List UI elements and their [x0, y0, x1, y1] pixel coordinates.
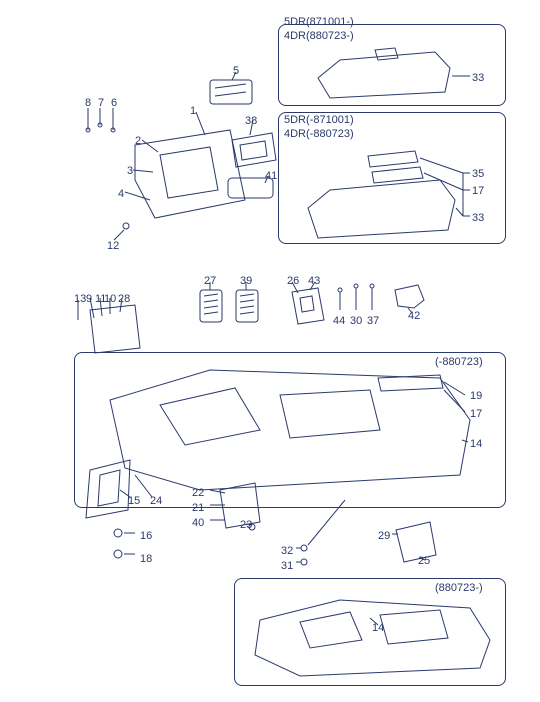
callout-2: 2 [135, 135, 141, 147]
callout-37: 37 [367, 315, 379, 327]
callout-9: 9 [86, 293, 92, 305]
callout-35: 35 [472, 168, 484, 180]
callout-10: 10 [104, 293, 116, 305]
callout-23: 23 [240, 519, 252, 531]
callout-39: 39 [240, 275, 252, 287]
callout-31: 31 [281, 560, 293, 572]
callout-18: 18 [140, 553, 152, 565]
callout-1: 1 [190, 105, 196, 117]
callout-17b: 17 [470, 408, 482, 420]
callout-42: 42 [408, 310, 420, 322]
callout-25: 25 [418, 555, 430, 567]
callout-40: 40 [192, 517, 204, 529]
callout-21: 21 [192, 502, 204, 514]
callout-27: 27 [204, 275, 216, 287]
callout-3: 3 [127, 165, 133, 177]
callout-24: 24 [150, 495, 162, 507]
callout-19: 19 [470, 390, 482, 402]
callout-44: 44 [333, 315, 345, 327]
callout-30: 30 [350, 315, 362, 327]
callout-4: 4 [118, 188, 124, 200]
callout-12: 12 [107, 240, 119, 252]
callout-14b: 14 [372, 622, 384, 634]
callout-16: 16 [140, 530, 152, 542]
callout-17: 17 [472, 185, 484, 197]
callout-6: 6 [111, 97, 117, 109]
callout-38: 38 [245, 115, 257, 127]
callout-5: 5 [233, 65, 239, 77]
callout-41: 41 [265, 170, 277, 182]
diagram-svg [0, 0, 540, 702]
callout-26: 26 [287, 275, 299, 287]
callout-28: 28 [118, 293, 130, 305]
callout-22: 22 [192, 487, 204, 499]
callout-7: 7 [98, 97, 104, 109]
callout-43: 43 [308, 275, 320, 287]
callout-33: 33 [472, 212, 484, 224]
callout-8: 8 [85, 97, 91, 109]
callout-14: 14 [470, 438, 482, 450]
callout-29: 29 [378, 530, 390, 542]
callout-13: 13 [74, 293, 86, 305]
callout-32: 32 [281, 545, 293, 557]
callout-33b: 33 [472, 72, 484, 84]
callout-15: 15 [128, 495, 140, 507]
